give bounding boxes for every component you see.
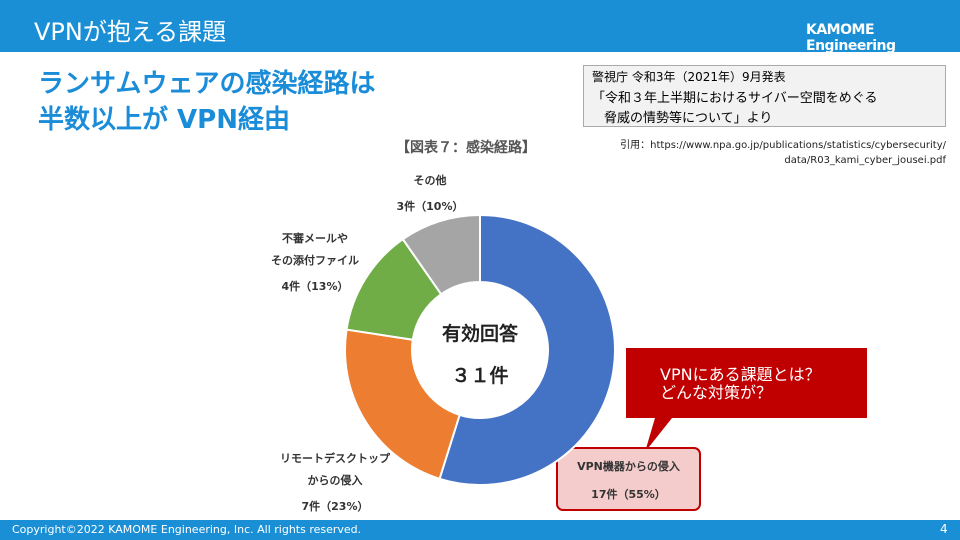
category-label: その他 <box>413 174 447 187</box>
source-box: 警視庁 令和3年（2021年）9月発表 「令和３年上半期におけるサイバー空間をめ… <box>583 65 946 127</box>
donut-slice <box>344 328 461 481</box>
callout-text: VPNにある課題とは？ どんな対策が？ <box>660 365 821 402</box>
category-label: VPN機器からの侵入 <box>577 460 680 473</box>
category-label: 不審メールや その添付ファイル <box>271 232 359 267</box>
value-label: 3件（10%） <box>396 200 464 213</box>
donut-slice <box>401 213 481 296</box>
highlight-box <box>556 447 701 511</box>
donut-slice <box>438 213 616 486</box>
footer-bar <box>0 520 960 540</box>
copyright: Copyright©2022 KAMOME Engineering, Inc. … <box>12 523 362 536</box>
source-line: 「令和３年上半期におけるサイバー空間をめぐる <box>592 91 878 106</box>
center-label: 有効回答 <box>442 322 519 345</box>
value-label: 4件（13%） <box>281 280 349 293</box>
category-label: リモートデスクトップ からの侵入 <box>280 452 390 487</box>
value-label: 7件（23%） <box>301 500 369 513</box>
page-number: 4 <box>940 522 948 536</box>
center-label: ３１件 <box>451 364 508 387</box>
headline: ランサムウェアの感染経路は 半数以上が VPN経由 <box>38 69 376 135</box>
header-bar <box>0 0 960 52</box>
source-line: 警視庁 令和3年（2021年）9月発表 <box>592 70 786 84</box>
callout-shape <box>626 348 867 452</box>
value-label: 17件（55%） <box>591 488 666 501</box>
slide-title: VPNが抱える課題 <box>34 18 227 46</box>
citation: 引用：https://www.npa.go.jp/publications/st… <box>620 140 946 166</box>
chart-title: 【図表７：感染経路】 <box>396 140 536 156</box>
source-line: 脅威の情勢等について」より <box>604 111 773 126</box>
logo: KAMOME Engineering <box>806 22 896 54</box>
